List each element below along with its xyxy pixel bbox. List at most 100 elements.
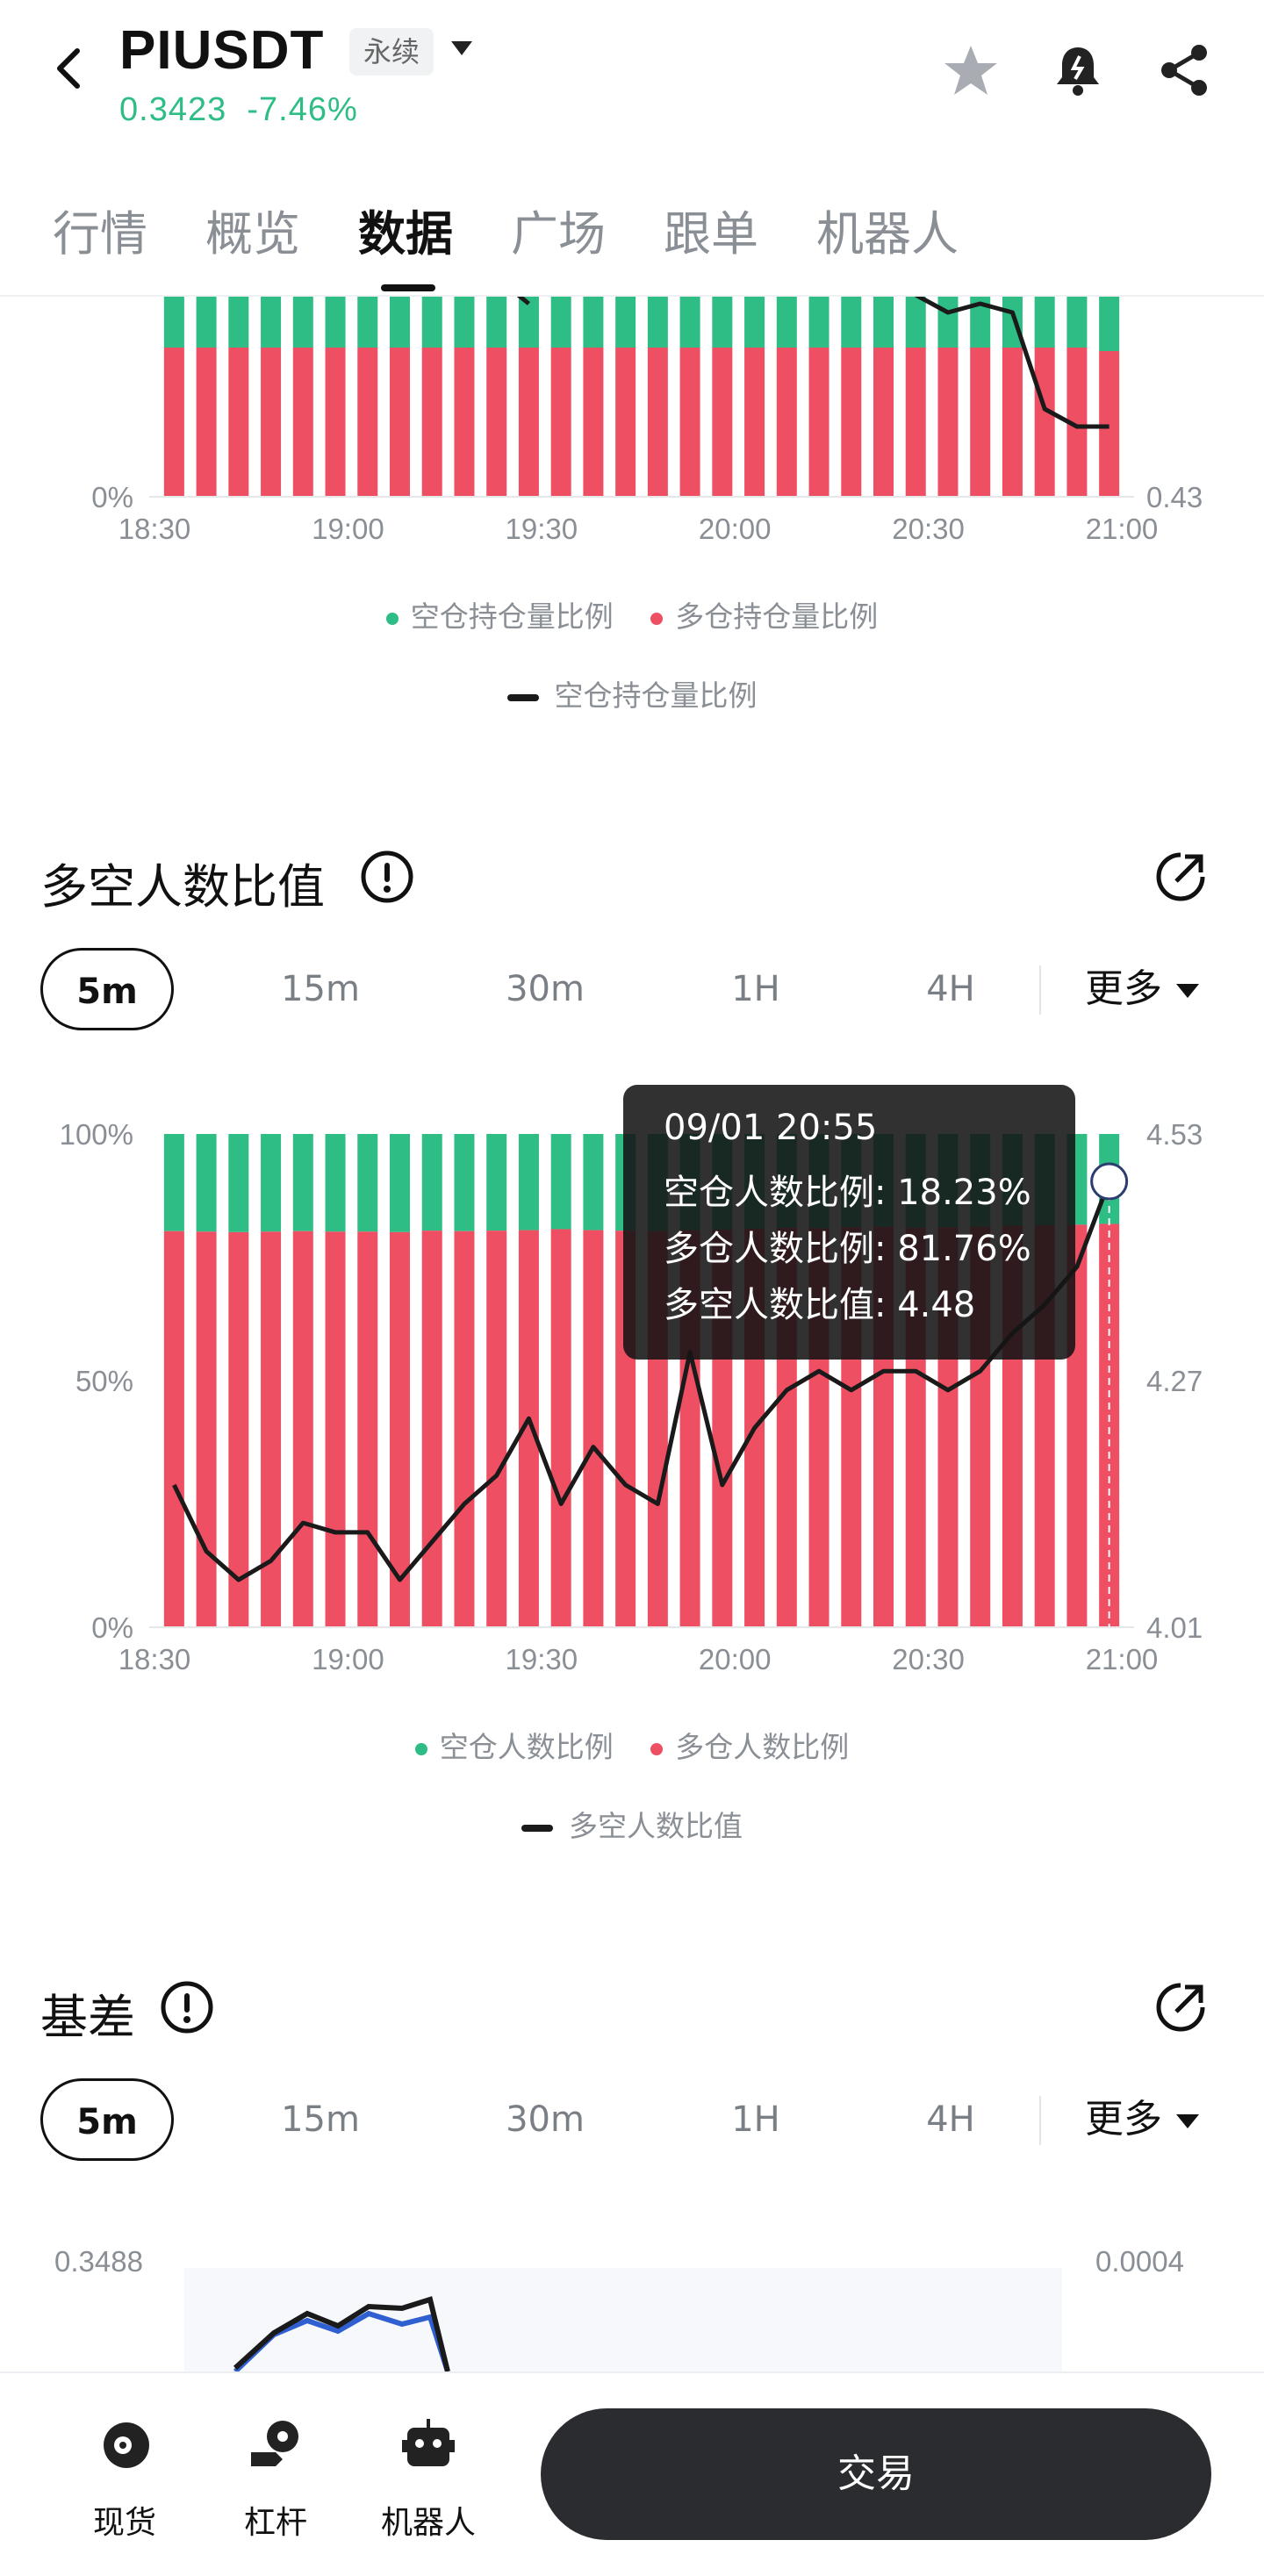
tab-copy-trading[interactable]: 跟单	[664, 206, 758, 262]
basis-chart-lines	[233, 2296, 450, 2371]
tooltip-short: 空仓人数比例: 18.23%	[664, 1173, 1031, 1213]
long-bar	[1034, 348, 1055, 497]
active-tab-indicator	[381, 284, 435, 291]
period-4h[interactable]: 4H	[926, 969, 975, 1009]
long-bar	[1099, 351, 1120, 497]
long-bar	[905, 348, 926, 497]
share-icon[interactable]	[1157, 42, 1213, 98]
long-bar	[454, 1231, 475, 1627]
short-bar	[1099, 297, 1120, 351]
long-bar	[325, 348, 346, 497]
short-bar	[841, 297, 862, 348]
tab-bots[interactable]: 机器人	[816, 206, 959, 262]
long-bar	[1066, 348, 1088, 497]
legend-short: 空仓持仓量比例	[385, 593, 614, 635]
short-bar	[196, 297, 217, 348]
long-bar	[518, 1230, 539, 1627]
long-bar	[261, 348, 282, 497]
star-icon[interactable]	[943, 42, 999, 98]
back-arrow-icon[interactable]	[44, 42, 97, 95]
short-bar	[550, 297, 571, 348]
period-15m[interactable]: 15m	[281, 969, 360, 1009]
left-tick-label: 100%	[60, 1118, 133, 1151]
last-price: 0.3423	[119, 91, 227, 128]
contract-type-badge[interactable]: 永续	[349, 28, 434, 75]
x-tick-label: 20:00	[699, 513, 772, 545]
tooltip-ratio: 多空人数比值: 4.48	[664, 1285, 976, 1325]
price-row: 0.3423 -7.46%	[119, 91, 358, 129]
short-bar	[163, 297, 184, 348]
external-link-icon[interactable]	[1153, 850, 1208, 904]
short-bar	[421, 297, 442, 348]
period-30m[interactable]: 30m	[506, 969, 585, 1009]
short-bar	[486, 297, 507, 348]
left-tick-label: 0%	[91, 481, 133, 513]
x-tick-label: 18:30	[118, 513, 191, 545]
short-bar	[390, 297, 410, 348]
tab-market[interactable]: 行情	[53, 206, 147, 262]
short-bar	[421, 1134, 442, 1231]
external-link-icon[interactable]	[1153, 1980, 1208, 2034]
long-bar	[454, 348, 475, 497]
x-tick-label: 20:30	[892, 1643, 965, 1675]
position-ratio-chart: 0% 0.43 18:30 19:00 19:30 20:00 20:30 21:00	[91, 297, 1203, 545]
more-periods-dropdown[interactable]: 更多	[1085, 948, 1201, 1030]
left-tick-label: 50%	[75, 1365, 133, 1397]
x-tick-label: 19:00	[312, 513, 384, 545]
short-bar	[518, 1134, 539, 1231]
short-bar	[228, 297, 249, 348]
short-bar	[647, 297, 668, 348]
long-bar	[550, 348, 571, 497]
period-5m[interactable]: 5m	[40, 2078, 174, 2161]
period-15m[interactable]: 15m	[281, 2099, 360, 2140]
chart-tooltip: 09/01 20:55 空仓人数比例: 18.23% 多仓人数比例: 81.76…	[623, 1085, 1075, 1360]
short-bar	[325, 297, 346, 348]
basis-right-axis-top: 0.0004	[1095, 2245, 1184, 2278]
long-bar	[873, 348, 894, 497]
period-4h[interactable]: 4H	[926, 2099, 975, 2140]
short-bar	[679, 297, 700, 348]
tab-data[interactable]: 数据	[358, 206, 453, 262]
short-bar	[325, 1134, 346, 1232]
short-bar	[163, 1134, 184, 1231]
trade-button[interactable]: 交易	[541, 2408, 1211, 2540]
more-periods-dropdown[interactable]: 更多	[1085, 2078, 1201, 2161]
chart2-legend-line: 多空人数比值	[0, 1803, 1264, 1845]
short-bar	[1066, 297, 1088, 348]
info-icon[interactable]	[360, 850, 414, 904]
divider	[1039, 2096, 1041, 2145]
tooltip-long: 多仓人数比例: 81.76%	[664, 1229, 1031, 1269]
basis-left-axis-top: 0.3488	[54, 2245, 143, 2278]
long-bar	[583, 348, 604, 497]
legend-long: 多仓持仓量比例	[650, 593, 878, 635]
long-bar	[292, 348, 313, 497]
long-bar	[228, 1231, 249, 1627]
tab-square[interactable]: 广场	[511, 206, 606, 262]
short-bar	[518, 297, 539, 348]
long-bar	[325, 1231, 346, 1627]
chart1-legend: 空仓持仓量比例 多仓持仓量比例	[0, 593, 1264, 635]
period-1h[interactable]: 1H	[731, 969, 780, 1009]
period-5m[interactable]: 5m	[40, 948, 174, 1030]
period-1h[interactable]: 1H	[731, 2099, 780, 2140]
legend-long: 多仓人数比例	[650, 1724, 849, 1766]
chart1-legend-line: 空仓持仓量比例	[0, 672, 1264, 714]
info-icon[interactable]	[160, 1980, 214, 2034]
nav-robot[interactable]: 机器人	[376, 2417, 481, 2543]
tab-overview[interactable]: 概览	[205, 206, 300, 262]
bottom-nav: 现货 杠杆 机器人 交易	[0, 2371, 1264, 2576]
change-percent: -7.46%	[247, 91, 358, 128]
x-tick-label: 19:30	[506, 1643, 578, 1675]
nav-margin[interactable]: 杠杆	[223, 2417, 328, 2543]
long-bar	[712, 348, 733, 497]
nav-spot[interactable]: 现货	[72, 2417, 177, 2543]
period-30m[interactable]: 30m	[506, 2099, 585, 2140]
short-bar	[615, 297, 636, 348]
symbol-title[interactable]: PIUSDT	[119, 20, 325, 81]
caret-down-icon	[1176, 2114, 1199, 2128]
long-bar	[937, 348, 959, 497]
long-bar	[1002, 348, 1023, 497]
short-bar	[583, 1134, 604, 1231]
bell-icon[interactable]	[1050, 42, 1106, 98]
caret-down-icon[interactable]	[449, 39, 474, 58]
